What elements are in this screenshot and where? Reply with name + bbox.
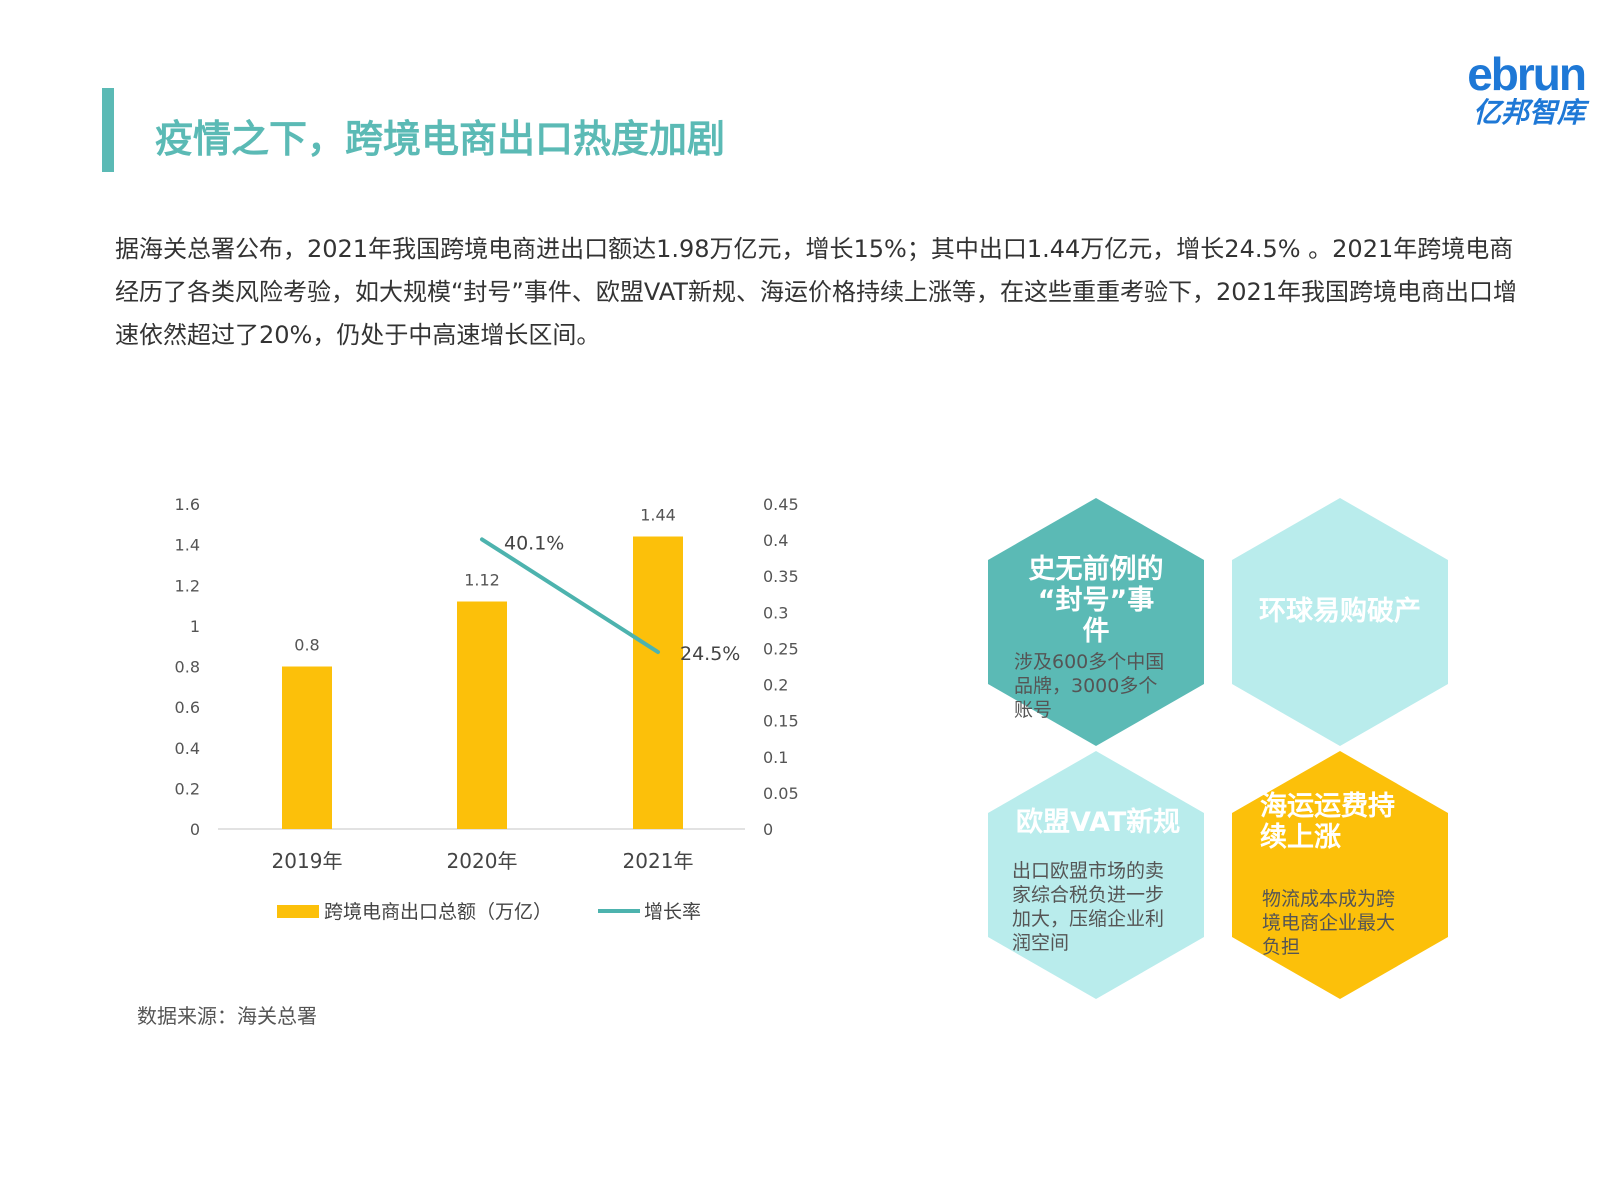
x-tick-label: 2020年 <box>447 849 518 873</box>
y-right-tick-label: 0.05 <box>763 784 799 803</box>
y-left-tick-label: 0.6 <box>175 698 200 717</box>
hexagon-body-line: 负担 <box>1262 936 1301 958</box>
hexagon-body-line: 境电商企业最大 <box>1262 912 1396 934</box>
hex-shipping-cost: 海运运费持 续上涨物流成本成为跨 境电商企业最大 负担 <box>1232 751 1448 999</box>
hex-eu-vat: 欧盟VAT新规出口欧盟市场的卖 家综合税负进一步 加大，压缩企业利 润空间 <box>988 751 1204 999</box>
y-right-tick-label: 0 <box>763 820 773 839</box>
hexagon-title-line: 环球易购破产 <box>1259 596 1421 627</box>
hexagon-title-line: “封号”事 <box>1037 585 1155 616</box>
bar-data-label: 1.44 <box>640 506 676 525</box>
y-left-tick-label: 1.2 <box>175 576 200 595</box>
y-right-tick-label: 0.25 <box>763 639 799 658</box>
hex-gearbest-bankruptcy: 环球易购破产 <box>1232 498 1448 746</box>
logo-text-cn: 亿邦智库 <box>1472 96 1585 129</box>
hexagon-shape <box>1232 751 1448 999</box>
hexagon-title-line: 件 <box>1082 616 1110 647</box>
hexagon-title-line: 海运运费持 <box>1260 791 1395 822</box>
intro-paragraph: 据海关总署公布，2021年我国跨境电商进出口额达1.98万亿元，增长15%；其中… <box>115 235 1518 349</box>
bar-data-label: 0.8 <box>294 636 319 655</box>
title-accent-bar <box>102 88 114 172</box>
y-left-tick-label: 1.4 <box>175 536 200 555</box>
bar-export-total <box>457 601 507 829</box>
hexagon-body-line: 账号 <box>1014 699 1053 721</box>
legend-label-bar: 跨境电商出口总额（万亿） <box>324 901 552 923</box>
hexagon-body-line: 润空间 <box>1012 932 1070 954</box>
growth-rate-line <box>480 537 660 655</box>
y-right-tick-label: 0.4 <box>763 531 788 550</box>
legend-swatch-bar <box>277 905 319 918</box>
bar-data-label: 1.12 <box>464 571 500 590</box>
page-title: 疫情之下，跨境电商出口热度加剧 <box>155 117 726 161</box>
y-left-tick-label: 1.6 <box>175 495 200 514</box>
logo-text-en: ebrun <box>1467 48 1587 100</box>
hexagon-body: 出口欧盟市场的卖 家综合税负进一步 加大，压缩企业利 润空间 <box>1012 859 1164 955</box>
y-left-tick-label: 1 <box>190 617 200 636</box>
y-left-tick-label: 0.4 <box>175 739 200 758</box>
hexagon-title: 海运运费持 续上涨 <box>1260 791 1448 853</box>
bar-export-total <box>282 666 332 829</box>
x-tick-label: 2019年 <box>272 849 343 873</box>
bar-export-total <box>633 536 683 829</box>
legend-label-line: 增长率 <box>644 901 701 923</box>
y-right-tick-label: 0.3 <box>763 603 788 622</box>
hexagon-body: 物流成本成为跨 境电商企业最大 负担 <box>1262 887 1395 959</box>
hexagon-body-line: 出口欧盟市场的卖 <box>1012 860 1165 882</box>
ebrun-logo: ebrun 亿邦智库 <box>1455 48 1587 130</box>
hexagon-body-line: 加大，压缩企业利 <box>1012 908 1165 930</box>
hexagon-title-line: 欧盟VAT新规 <box>1016 807 1181 838</box>
y-right-tick-label: 0.45 <box>763 495 799 514</box>
hex-account-ban: 史无前例的 “封号”事件涉及600多个中国 品牌，3000多个 账号 <box>988 498 1204 746</box>
hexagon-body-line: 涉及600多个中国 <box>1014 651 1165 673</box>
hexagon-body-line: 物流成本成为跨 <box>1262 888 1396 910</box>
data-source-note: 数据来源：海关总署 <box>137 1004 317 1028</box>
hexagon-title: 环球易购破产 <box>1232 596 1448 627</box>
y-right-tick-label: 0.15 <box>763 712 799 731</box>
hexagon-body: 涉及600多个中国 品牌，3000多个 账号 <box>1014 650 1164 722</box>
hexagon-title: 欧盟VAT新规 <box>1016 807 1204 838</box>
y-right-tick-label: 0.35 <box>763 567 799 586</box>
hexagon-title-line: 史无前例的 <box>1028 554 1164 585</box>
hexagon-title-line: 续上涨 <box>1260 822 1341 853</box>
y-left-tick-label: 0.2 <box>175 779 200 798</box>
hexagon-body-line: 家综合税负进一步 <box>1012 884 1165 906</box>
y-left-tick-label: 0 <box>190 820 200 839</box>
y-left-tick-label: 0.8 <box>175 658 200 677</box>
x-tick-label: 2021年 <box>623 849 694 873</box>
y-right-tick-label: 0.1 <box>763 748 788 767</box>
hexagon-title: 史无前例的 “封号”事件 <box>988 554 1204 647</box>
line-data-label: 24.5% <box>680 643 740 665</box>
line-data-label: 40.1% <box>504 532 564 554</box>
hexagon-body-line: 品牌，3000多个 <box>1014 675 1158 697</box>
y-right-tick-label: 0.2 <box>763 676 788 695</box>
